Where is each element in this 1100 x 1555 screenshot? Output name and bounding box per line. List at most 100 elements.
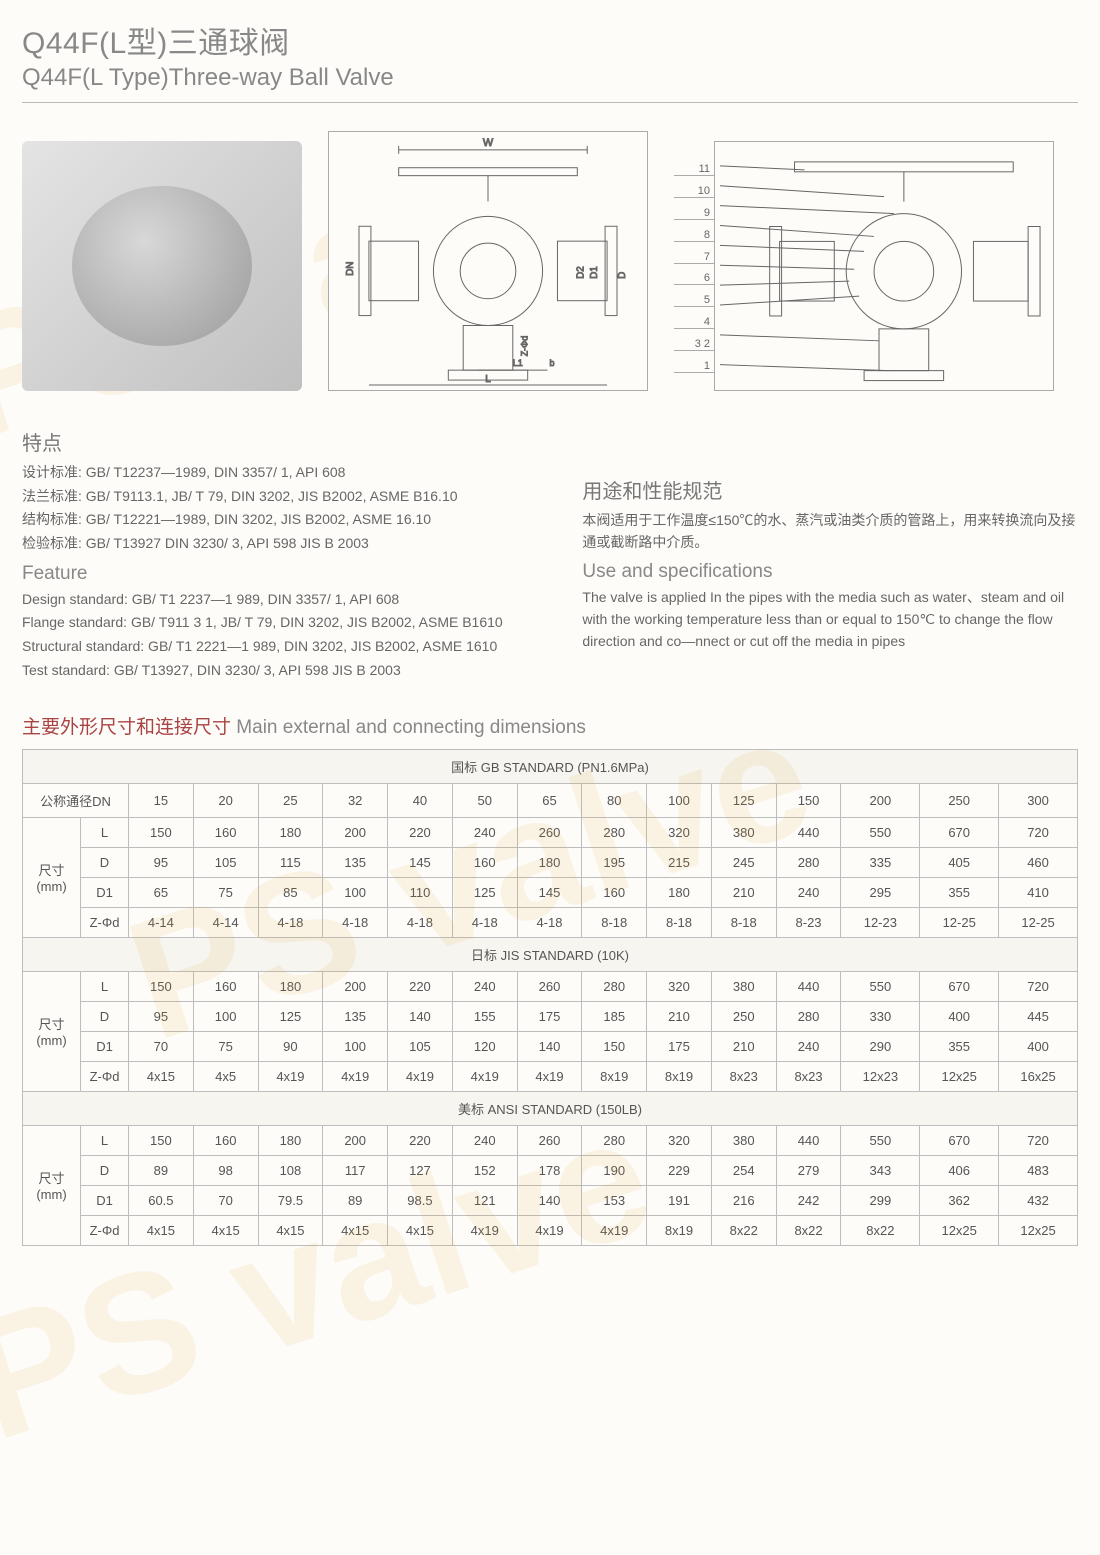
data-cell: 79.5 (258, 1185, 323, 1215)
data-cell: 155 (452, 1001, 517, 1031)
callout-numbers: 11109876543 21 (674, 141, 714, 391)
data-cell: 8x19 (647, 1061, 712, 1091)
data-cell: 95 (129, 1001, 194, 1031)
data-cell: 220 (388, 817, 453, 847)
data-cell: 152 (452, 1155, 517, 1185)
data-cell: 4x19 (323, 1061, 388, 1091)
data-cell: 8x22 (776, 1215, 841, 1245)
callout-number: 5 (674, 294, 714, 307)
data-cell: 229 (647, 1155, 712, 1185)
callout-number: 11 (674, 163, 714, 176)
features-body-cn: 设计标准: GB/ T12237—1989, DIN 3357/ 1, API … (22, 462, 542, 555)
size-label-cell: 尺寸(mm) (23, 817, 81, 937)
data-cell: 12x25 (920, 1215, 999, 1245)
figure-row: W DN D D1 D2 Z-Φd L (22, 131, 1078, 391)
data-cell: 110 (388, 877, 453, 907)
data-cell: 440 (776, 971, 841, 1001)
data-cell: 400 (999, 1031, 1078, 1061)
data-cell: 362 (920, 1185, 999, 1215)
data-cell: 145 (388, 847, 453, 877)
data-cell: 280 (582, 817, 647, 847)
svg-text:D2: D2 (575, 266, 586, 279)
page-title-cn: Q44F(L型)三通球阀 (22, 18, 1078, 62)
svg-text:b: b (550, 358, 555, 368)
data-cell: 240 (452, 971, 517, 1001)
data-cell: 4x15 (129, 1215, 194, 1245)
data-cell: 65 (129, 877, 194, 907)
data-cell: 16x25 (999, 1061, 1078, 1091)
row-label-cell: L (81, 817, 129, 847)
callout-number: 1 (674, 360, 714, 373)
row-label-cell: D1 (81, 1185, 129, 1215)
data-cell: 330 (841, 1001, 920, 1031)
data-cell: 210 (711, 1031, 776, 1061)
data-cell: 720 (999, 971, 1078, 1001)
table-section-title: 国标 GB STANDARD (PN1.6MPa) (23, 749, 1078, 783)
data-cell: 320 (647, 1125, 712, 1155)
title-divider (22, 102, 1078, 103)
data-cell: 200 (323, 971, 388, 1001)
data-cell: 8x23 (776, 1061, 841, 1091)
data-cell: 440 (776, 1125, 841, 1155)
data-cell: 200 (323, 1125, 388, 1155)
data-cell: 260 (517, 817, 582, 847)
data-cell: 4x19 (258, 1061, 323, 1091)
callout-number: 7 (674, 251, 714, 264)
data-cell: 100 (323, 877, 388, 907)
svg-text:D1: D1 (589, 266, 600, 279)
data-cell: 250 (711, 1001, 776, 1031)
data-cell: 220 (388, 1125, 453, 1155)
data-cell: 280 (776, 847, 841, 877)
data-cell: 280 (582, 1125, 647, 1155)
feature-line-en: Flange standard: GB/ T911 3 1, JB/ T 79,… (22, 612, 542, 634)
data-cell: 483 (999, 1155, 1078, 1185)
parts-drawing: 11109876543 21 (674, 141, 1054, 391)
data-cell: 98.5 (388, 1185, 453, 1215)
data-cell: 670 (920, 1125, 999, 1155)
data-cell: 75 (193, 877, 258, 907)
data-cell: 4x19 (517, 1061, 582, 1091)
size-label-cell: 尺寸(mm) (23, 971, 81, 1091)
feature-line-en: Design standard: GB/ T1 2237—1 989, DIN … (22, 589, 542, 611)
data-cell: 4x19 (452, 1215, 517, 1245)
data-cell: 460 (999, 847, 1078, 877)
data-cell: 105 (388, 1031, 453, 1061)
data-cell: 4-18 (517, 907, 582, 937)
feature-line-cn: 法兰标准: GB/ T9113.1, JB/ T 79, DIN 3202, J… (22, 486, 542, 508)
row-label-cell: D (81, 1155, 129, 1185)
data-cell: 4x5 (193, 1061, 258, 1091)
row-label-cell: D (81, 847, 129, 877)
data-cell: 12x25 (920, 1061, 999, 1091)
data-cell: 550 (841, 971, 920, 1001)
data-cell: 12x23 (841, 1061, 920, 1091)
data-cell: 90 (258, 1031, 323, 1061)
data-cell: 70 (129, 1031, 194, 1061)
data-cell: 8-18 (582, 907, 647, 937)
callout-number: 8 (674, 229, 714, 242)
dn-value-cell: 32 (323, 783, 388, 817)
data-cell: 150 (582, 1031, 647, 1061)
data-cell: 12-25 (920, 907, 999, 937)
data-cell: 105 (193, 847, 258, 877)
data-cell: 100 (193, 1001, 258, 1031)
features-body-en: Design standard: GB/ T1 2237—1 989, DIN … (22, 589, 542, 682)
table-section-title: 美标 ANSI STANDARD (150LB) (23, 1091, 1078, 1125)
data-cell: 4-18 (452, 907, 517, 937)
data-cell: 4-14 (193, 907, 258, 937)
data-cell: 216 (711, 1185, 776, 1215)
dn-value-cell: 250 (920, 783, 999, 817)
data-cell: 550 (841, 1125, 920, 1155)
dn-value-cell: 80 (582, 783, 647, 817)
data-cell: 195 (582, 847, 647, 877)
callout-number: 10 (674, 185, 714, 198)
data-cell: 320 (647, 817, 712, 847)
row-label-cell: D1 (81, 877, 129, 907)
dn-label-cell: 公称通径DN (23, 783, 129, 817)
row-label-cell: Z-Φd (81, 1215, 129, 1245)
data-cell: 445 (999, 1001, 1078, 1031)
data-cell: 121 (452, 1185, 517, 1215)
callout-number: 6 (674, 272, 714, 285)
data-cell: 12x25 (999, 1215, 1078, 1245)
data-cell: 160 (193, 817, 258, 847)
feature-line-cn: 设计标准: GB/ T12237—1989, DIN 3357/ 1, API … (22, 462, 542, 484)
